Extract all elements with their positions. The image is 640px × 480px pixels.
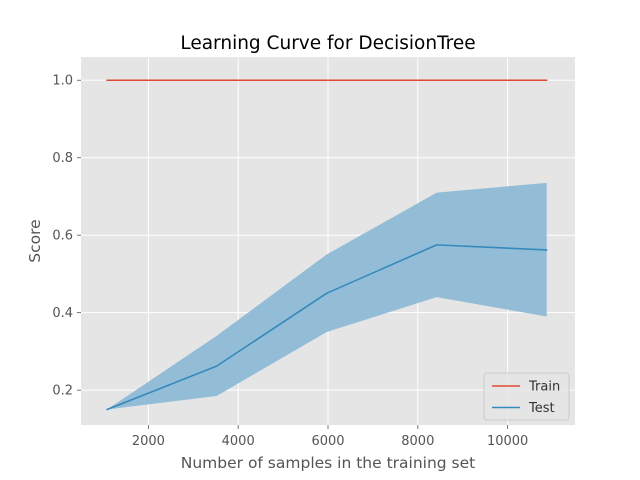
test-score-band-group bbox=[107, 182, 547, 410]
x-tick-label: 4000 bbox=[222, 434, 255, 449]
x-axis-ticks: 2000 4000 6000 8000 10000 bbox=[132, 425, 528, 449]
train-data-point bbox=[215, 79, 218, 82]
train-data-point bbox=[435, 79, 438, 82]
x-axis-title: Number of samples in the training set bbox=[181, 454, 476, 472]
y-tick-label: 0.4 bbox=[52, 306, 73, 321]
y-tick-label: 0.2 bbox=[52, 384, 73, 399]
test-score-band bbox=[107, 182, 547, 410]
y-tick-label: 0.8 bbox=[52, 151, 73, 166]
test-data-point bbox=[325, 292, 328, 295]
y-tick-label: 1.0 bbox=[52, 74, 73, 89]
test-data-point bbox=[106, 408, 108, 411]
train-data-point bbox=[545, 79, 548, 82]
series-lines bbox=[106, 79, 548, 411]
test-data-point bbox=[435, 244, 438, 246]
x-tick-label: 8000 bbox=[401, 434, 434, 449]
train-data-point bbox=[106, 79, 108, 82]
x-tick-label: 6000 bbox=[311, 434, 344, 449]
train-data-point bbox=[325, 79, 328, 82]
test-data-point bbox=[545, 249, 548, 251]
test-data-point bbox=[215, 365, 218, 367]
legend-label-test: Test bbox=[528, 401, 555, 416]
chart-title: Learning Curve for DecisionTree bbox=[180, 33, 475, 54]
legend-label-train: Train bbox=[528, 380, 560, 395]
y-tick-label: 0.6 bbox=[52, 229, 73, 244]
y-axis-ticks: 0.2 0.4 0.6 0.8 1.0 bbox=[52, 74, 81, 399]
y-axis-title: Score bbox=[26, 219, 44, 262]
x-tick-label: 10000 bbox=[487, 434, 528, 449]
legend: Train Test bbox=[483, 372, 570, 421]
x-tick-label: 2000 bbox=[132, 434, 165, 449]
